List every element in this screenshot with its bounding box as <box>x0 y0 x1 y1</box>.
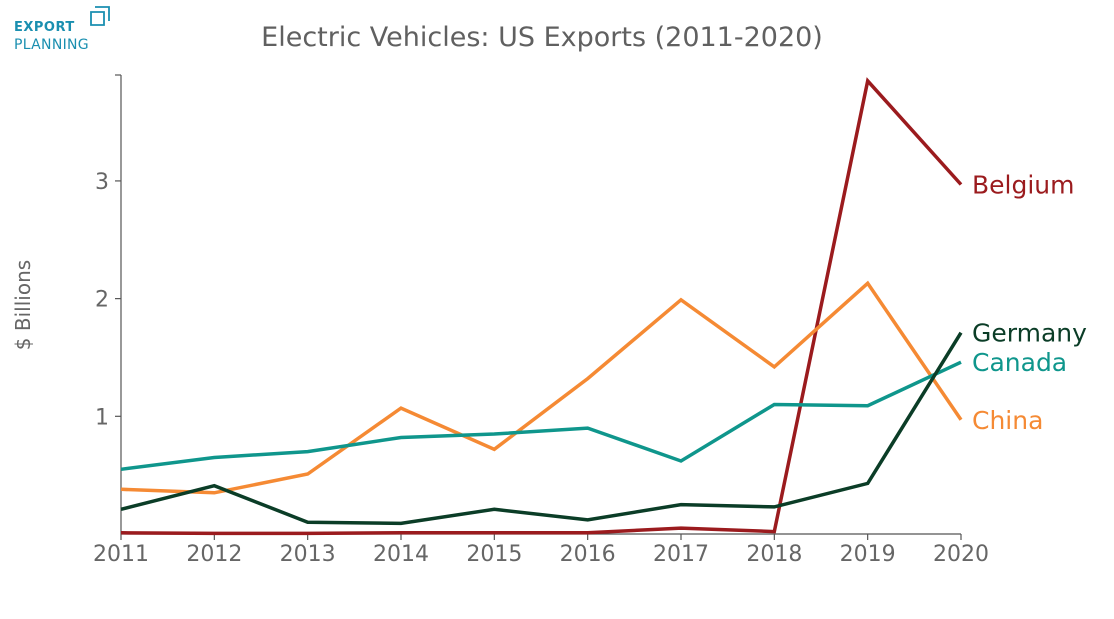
series-label-china: China <box>972 406 1043 435</box>
logo-line1: EXPORT <box>14 20 75 35</box>
series-line-germany <box>120 331 963 526</box>
y-tick-label: 2 <box>95 288 109 313</box>
series-label-germany: Germany <box>972 319 1087 348</box>
x-tick-label: 2018 <box>746 542 802 567</box>
y-ticks: 1 2 3 <box>95 74 121 430</box>
x-tick-label: 2017 <box>653 542 709 567</box>
axes <box>120 75 961 535</box>
y-tick-label: 3 <box>95 170 109 195</box>
x-tick-label: 2016 <box>560 542 616 567</box>
export-planning-logo: EXPORT PLANNING <box>14 6 124 56</box>
x-tick-label: 2013 <box>280 542 336 567</box>
y-axis-title: $ Billions <box>11 260 35 350</box>
x-tick-label: 2019 <box>840 542 896 567</box>
series-line-belgium <box>120 77 963 536</box>
logo-square-icon <box>90 6 110 26</box>
x-tick-label: 2020 <box>933 542 989 567</box>
x-tick-label: 2015 <box>466 542 522 567</box>
logo-line2: PLANNING <box>14 37 89 53</box>
series-label-canada: Canada <box>972 348 1067 377</box>
series-lines <box>120 77 963 536</box>
x-tick-label: 2011 <box>93 542 149 567</box>
x-ticks: 2011 2012 2013 2014 2015 2016 2017 2018 2019 2020 <box>93 534 989 567</box>
y-tick-label: 1 <box>95 405 109 430</box>
chart-title: Electric Vehicles: US Exports (2011-2020… <box>261 22 823 53</box>
series-line-china <box>120 280 963 495</box>
series-label-belgium: Belgium <box>972 170 1075 199</box>
series-line-canada <box>120 360 962 472</box>
x-tick-label: 2012 <box>186 542 242 567</box>
x-tick-label: 2014 <box>373 542 429 567</box>
